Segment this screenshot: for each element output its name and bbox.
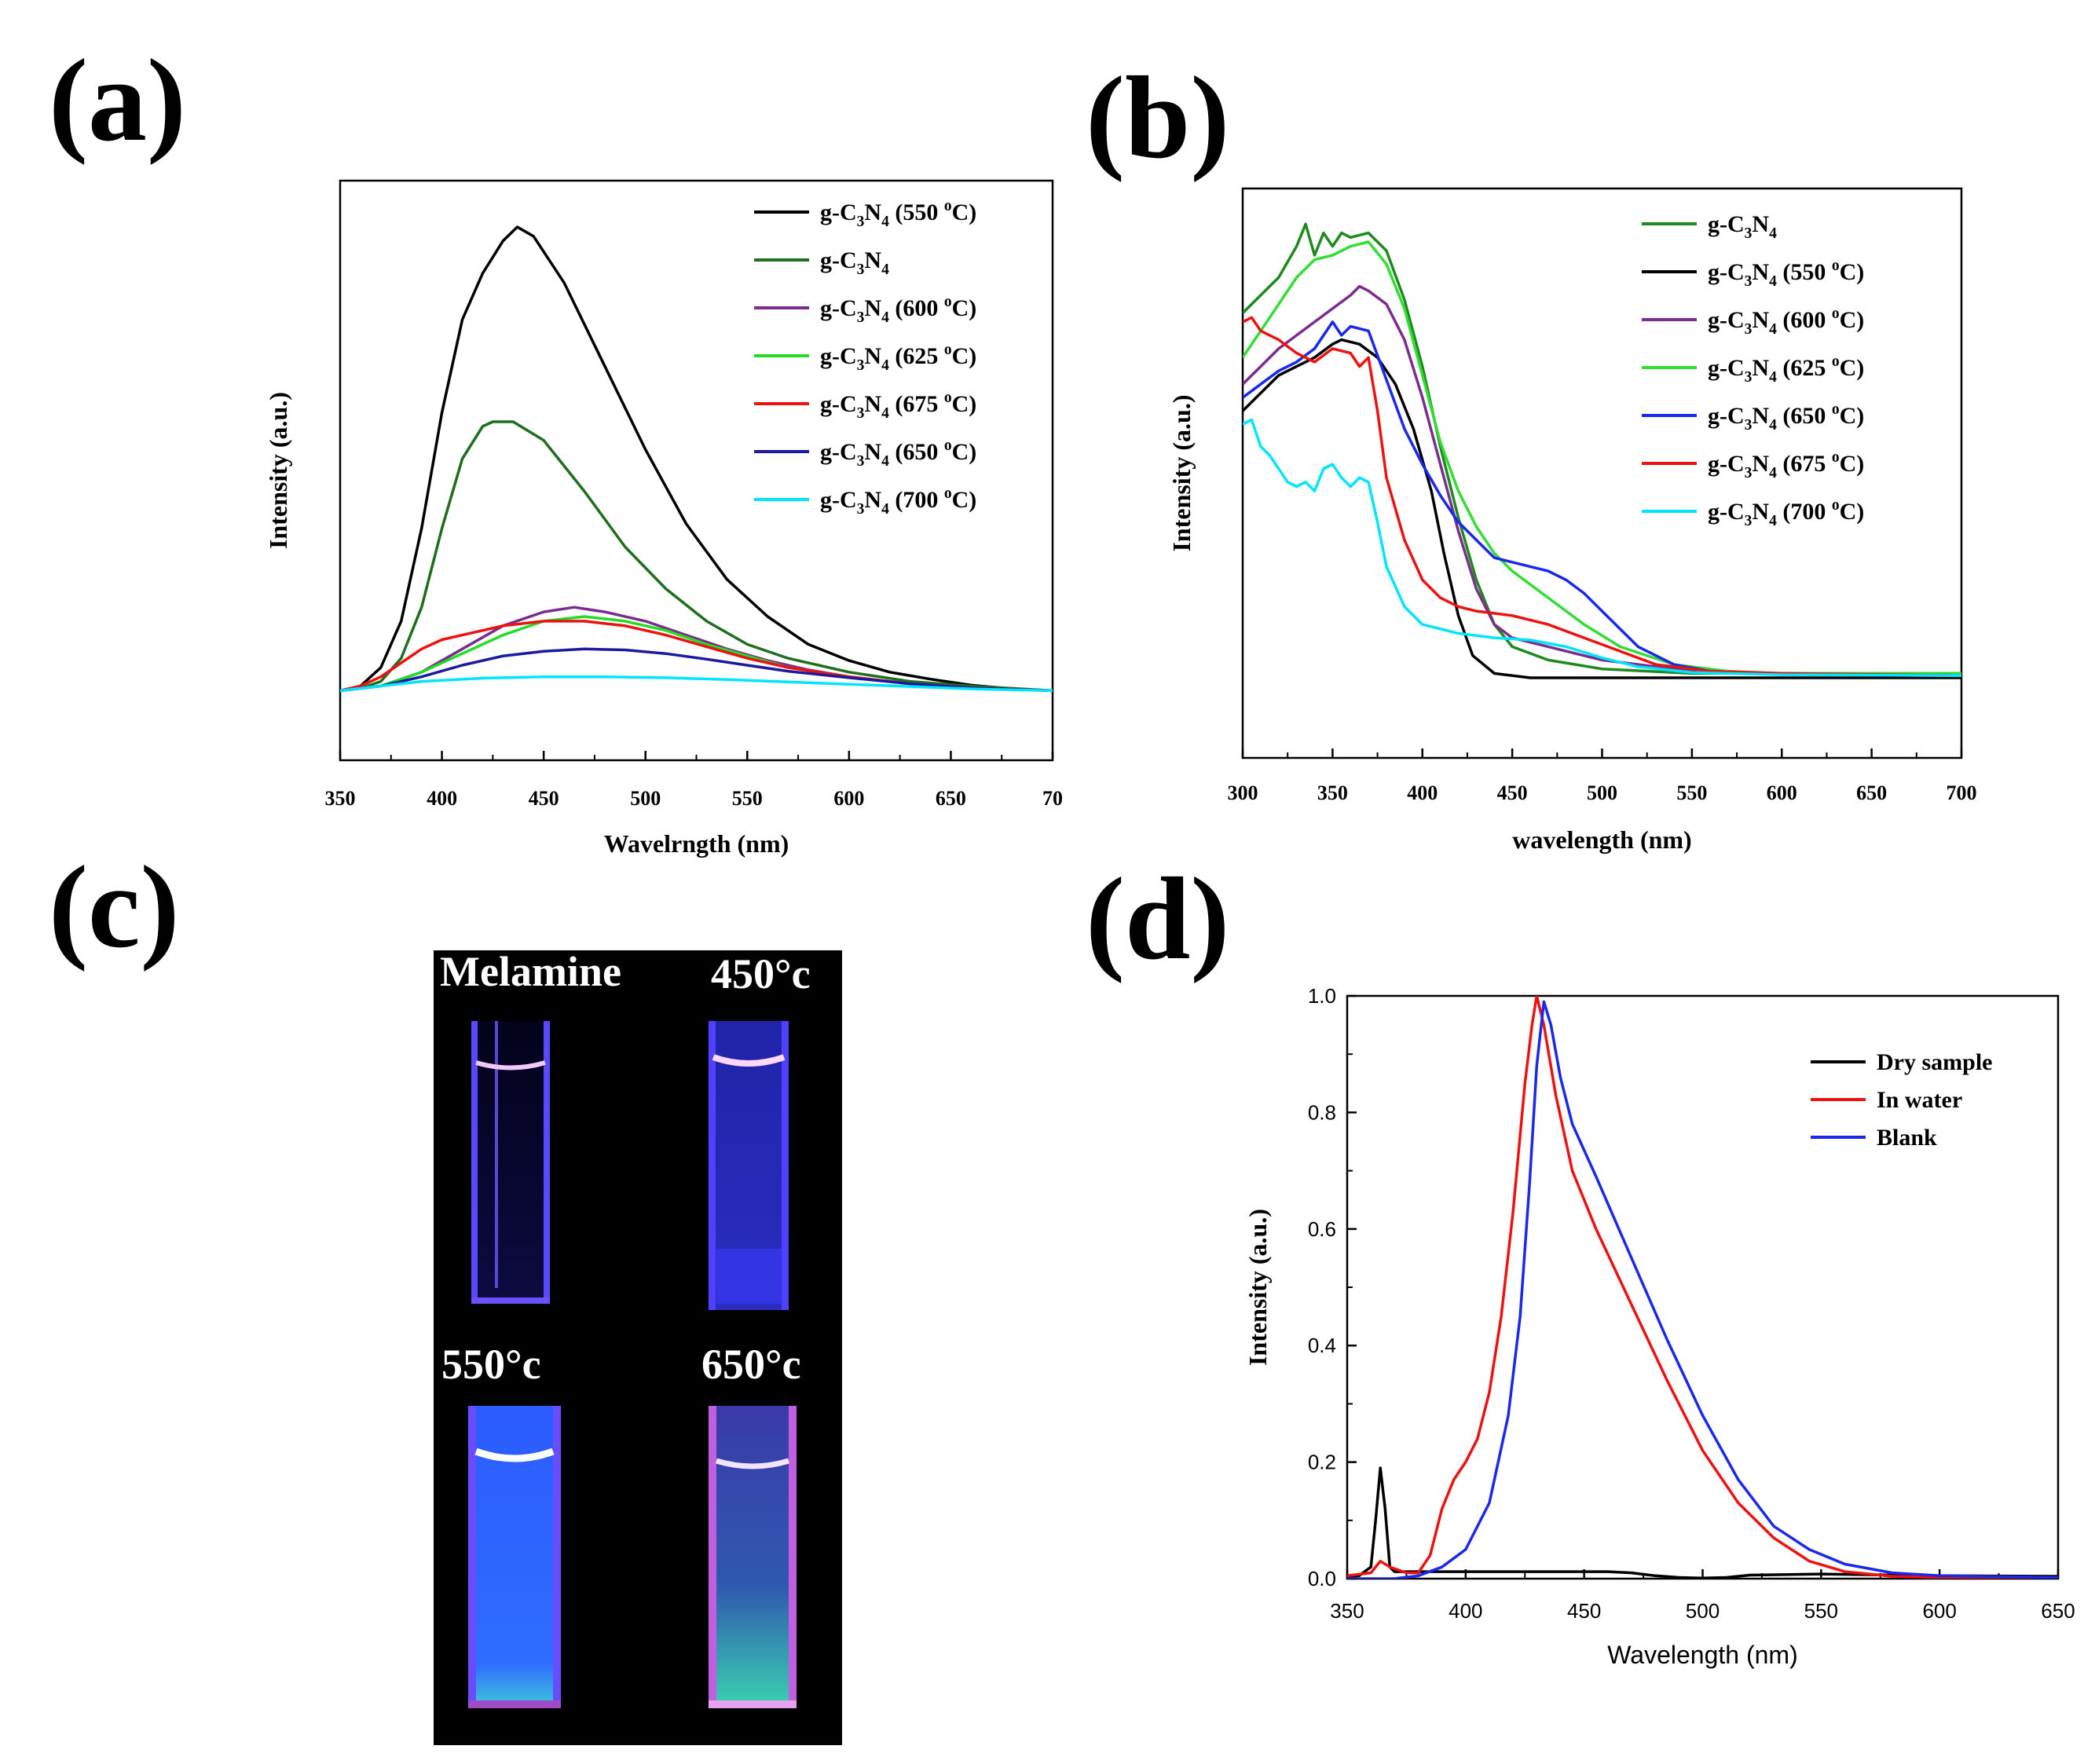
legend-label: g-C3N4 (675 oC) — [820, 390, 976, 422]
x-tick-label: 500 — [630, 787, 661, 810]
series-line — [1347, 996, 2058, 1579]
panel-c-label: (c) — [49, 842, 179, 972]
legend-label: g-C3N4 (550 oC) — [1708, 258, 1864, 290]
x-tick-label: 600 — [833, 787, 864, 810]
photo-label-650: 650°c — [701, 1341, 801, 1388]
legend-label: g-C3N4 (550 oC) — [820, 198, 976, 230]
y-axis-title: Intensity (a.u.) — [1243, 1209, 1272, 1366]
legend-label: g-C3N4 (650 oC) — [820, 437, 976, 470]
series-line — [340, 225, 1053, 693]
legend-label: g-C3N4 (650 oC) — [1708, 401, 1864, 434]
series-line — [1347, 1466, 2058, 1579]
x-tick-label: 350 — [1330, 1599, 1364, 1623]
y-tick-label: 0.4 — [1308, 1334, 1336, 1357]
x-tick-label: 400 — [1449, 1599, 1482, 1623]
photo-label-450: 450°c — [711, 950, 811, 997]
series-line — [1243, 316, 1961, 677]
cuvette-550 — [468, 1406, 561, 1708]
legend-label: Dry sample — [1877, 1049, 1992, 1075]
cuvette-450 — [709, 1021, 789, 1310]
legend-label: g-C3N4 (625 oC) — [1708, 353, 1864, 386]
series-line — [1243, 222, 1961, 675]
cuvette-photo: Melamine 450°c 550°c 650°c — [434, 948, 842, 1745]
series-line — [1243, 320, 1961, 677]
x-tick-label: 600 — [1767, 781, 1797, 804]
legend-label: g-C3N4 (600 oC) — [1708, 306, 1864, 338]
series-line — [1243, 240, 1961, 675]
series-line — [340, 420, 1053, 693]
plot-frame — [1346, 994, 2060, 1580]
y-tick-label: 0.2 — [1308, 1451, 1336, 1474]
legend-label: g-C3N4 (700 oC) — [1708, 497, 1864, 529]
cuvette-650 — [709, 1406, 797, 1708]
legend-label: g-C3N4 (625 oC) — [820, 342, 976, 374]
x-tick-label: 70 — [1042, 787, 1063, 810]
x-tick-label: 550 — [732, 787, 763, 810]
y-tick-label: 0.6 — [1308, 1217, 1336, 1241]
series-line — [1243, 338, 1961, 679]
legend-label: g-C3N4 (675 oC) — [1708, 449, 1864, 481]
x-axis-title: wavelength (nm) — [1512, 825, 1691, 854]
series-line — [1347, 1000, 2058, 1579]
chart-a: 350 400 450 500 550 600 650 70 Wavelrngth (nm) In… — [264, 179, 1063, 858]
y-tick-label: 0.8 — [1308, 1100, 1336, 1124]
x-tick-label: 500 — [1686, 1599, 1720, 1623]
y-tick-label: 0.0 — [1308, 1567, 1336, 1590]
y-tick-label: 1.0 — [1308, 984, 1336, 1008]
x-tick-label: 350 — [1317, 781, 1348, 804]
series-line — [1243, 418, 1961, 677]
panel-d-label: (d) — [1086, 854, 1229, 984]
x-axis-title: Wavelrngth (nm) — [604, 829, 789, 858]
legend-label: g-C3N4 — [1708, 211, 1777, 242]
chart-d: 350 400 450 500 550 600 650 0.0 0.2 0.4 0.6 0.8 1.0 W… — [1243, 984, 2075, 1669]
series-line — [1243, 284, 1961, 677]
x-tick-label: 450 — [1567, 1599, 1601, 1623]
panel-b-label: (b) — [1086, 53, 1229, 183]
x-tick-label: 350 — [325, 787, 356, 810]
x-tick-label: 700 — [1947, 781, 1977, 804]
legend-label: In water — [1877, 1087, 1962, 1113]
x-axis-title: Wavelength (nm) — [1607, 1641, 1797, 1669]
legend-label: g-C3N4 — [820, 247, 889, 278]
x-tick-label: 400 — [427, 787, 457, 810]
x-tick-label: 500 — [1587, 781, 1617, 804]
series-line — [340, 647, 1053, 693]
x-tick-label: 600 — [1922, 1599, 1956, 1623]
x-tick-label: 650 — [1856, 781, 1887, 804]
x-tick-label: 550 — [1676, 781, 1707, 804]
photo-label-melamine: Melamine — [440, 948, 621, 995]
chart-b: 300 350 400 450 500 550 600 650 700 wavelength (n… — [1167, 187, 1977, 854]
x-tick-label: 450 — [529, 787, 559, 810]
y-axis-title: Intensity (a.u.) — [1167, 394, 1196, 551]
legend-label: g-C3N4 (600 oC) — [820, 294, 976, 326]
x-tick-label: 400 — [1407, 781, 1438, 804]
panel-a-label: (a) — [49, 35, 186, 166]
x-tick-label: 650 — [936, 787, 966, 810]
cuvette-melamine — [471, 1021, 550, 1304]
x-tick-label: 450 — [1497, 781, 1528, 804]
legend-label: Blank — [1877, 1125, 1937, 1151]
x-tick-label: 300 — [1228, 781, 1258, 804]
plot-frame — [339, 179, 1054, 762]
x-tick-label: 550 — [1804, 1599, 1838, 1623]
y-axis-title: Intensity (a.u.) — [264, 392, 292, 549]
x-tick-label: 650 — [2041, 1599, 2075, 1623]
photo-label-550: 550°c — [441, 1341, 541, 1388]
legend-label: g-C3N4 (700 oC) — [820, 485, 976, 518]
series-line — [340, 675, 1053, 693]
